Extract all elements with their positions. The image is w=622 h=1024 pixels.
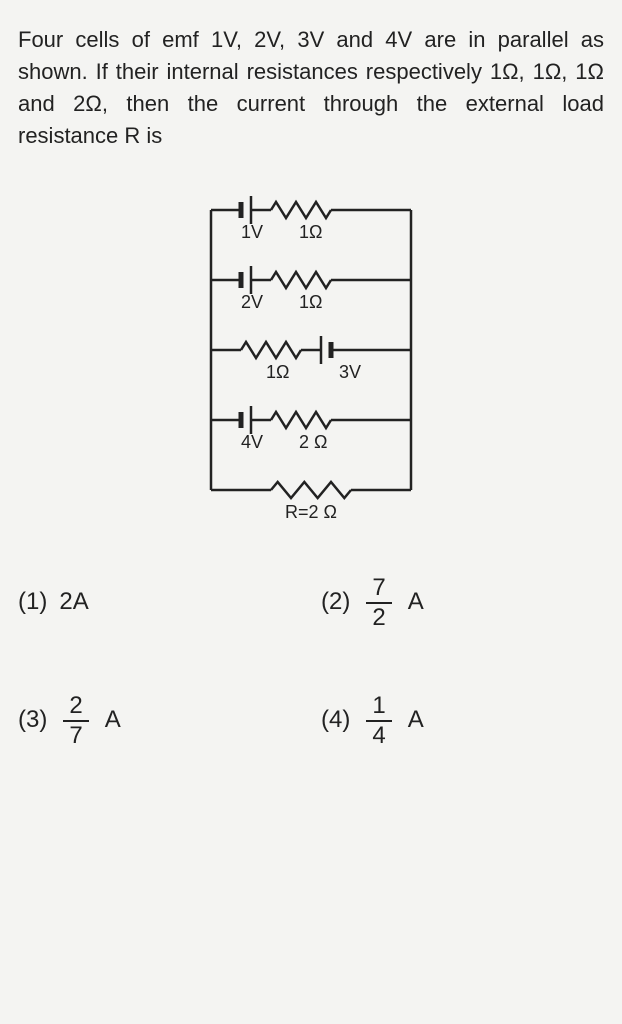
- option-fraction: 72: [366, 576, 391, 630]
- option-unit: A: [408, 703, 424, 738]
- option-3[interactable]: (3) 27 A: [18, 694, 301, 748]
- svg-text:2V: 2V: [241, 292, 263, 312]
- svg-text:1V: 1V: [241, 222, 263, 242]
- svg-text:2 Ω: 2 Ω: [299, 432, 327, 452]
- option-2[interactable]: (2) 72 A: [321, 576, 604, 630]
- option-fraction: 27: [63, 694, 88, 748]
- svg-text:4V: 4V: [241, 432, 263, 452]
- option-number: (4): [321, 703, 350, 738]
- svg-text:1Ω: 1Ω: [299, 222, 322, 242]
- question-text: Four cells of emf 1V, 2V, 3V and 4V are …: [18, 24, 604, 152]
- option-unit: A: [408, 585, 424, 620]
- options-grid: (1) 2A (2) 72 A (3) 27 A (4) 14 A: [18, 576, 604, 748]
- svg-text:1Ω: 1Ω: [299, 292, 322, 312]
- option-fraction: 14: [366, 694, 391, 748]
- option-4[interactable]: (4) 14 A: [321, 694, 604, 748]
- option-text: 2A: [59, 585, 88, 620]
- circuit-diagram: 1V 1Ω 2V 1Ω 1Ω 3V 4V 2 Ω R=2 Ω: [18, 180, 604, 540]
- svg-text:R=2 Ω: R=2 Ω: [285, 502, 337, 522]
- svg-text:1Ω: 1Ω: [266, 362, 289, 382]
- option-number: (1): [18, 585, 47, 620]
- svg-text:3V: 3V: [339, 362, 361, 382]
- option-number: (2): [321, 585, 350, 620]
- option-number: (3): [18, 703, 47, 738]
- option-1[interactable]: (1) 2A: [18, 576, 301, 630]
- option-unit: A: [105, 703, 121, 738]
- circuit-svg: 1V 1Ω 2V 1Ω 1Ω 3V 4V 2 Ω R=2 Ω: [191, 180, 431, 540]
